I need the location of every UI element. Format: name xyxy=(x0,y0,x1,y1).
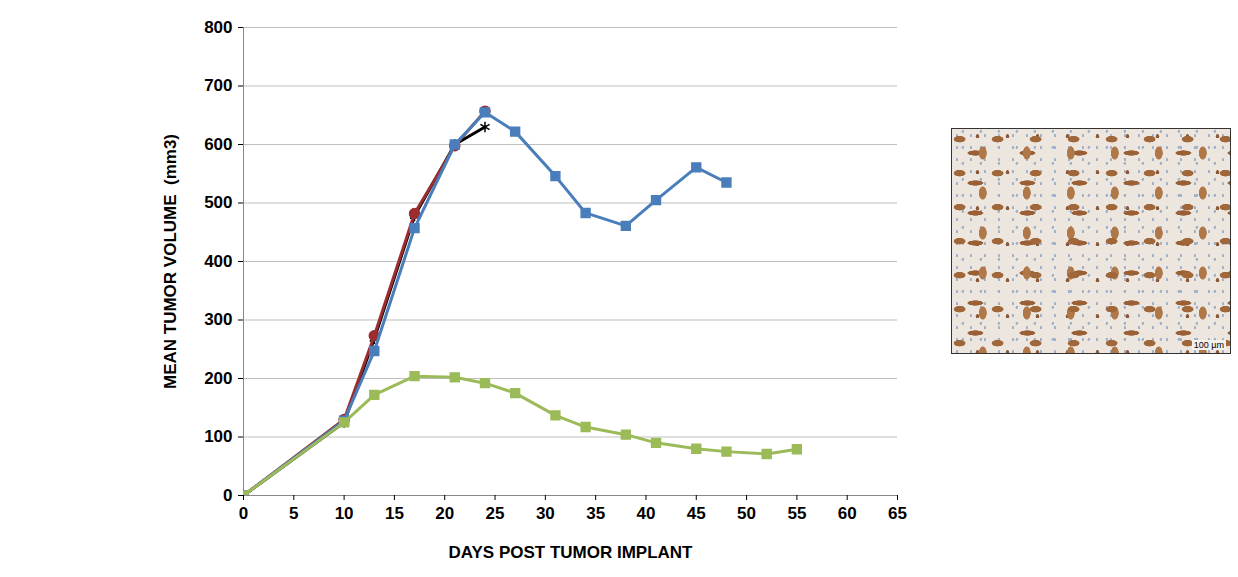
svg-text:800: 800 xyxy=(204,18,232,37)
svg-text:600: 600 xyxy=(204,135,232,154)
svg-text:15: 15 xyxy=(385,504,404,523)
svg-text:45: 45 xyxy=(687,504,706,523)
svg-text:200: 200 xyxy=(204,369,232,388)
svg-text:65: 65 xyxy=(888,504,907,523)
svg-text:MEAN TUMOR VOLUME (mm3): MEAN TUMOR VOLUME (mm3) xyxy=(161,134,180,389)
svg-text:5: 5 xyxy=(289,504,298,523)
svg-text:25: 25 xyxy=(486,504,505,523)
svg-text:20: 20 xyxy=(435,504,454,523)
svg-text:100: 100 xyxy=(204,427,232,446)
svg-text:55: 55 xyxy=(787,504,806,523)
svg-text:40: 40 xyxy=(637,504,656,523)
svg-text:10: 10 xyxy=(335,504,354,523)
svg-text:50: 50 xyxy=(737,504,756,523)
svg-text:400: 400 xyxy=(204,252,232,271)
html-text:100 µm: 100 µm xyxy=(1193,340,1224,350)
svg-text:300: 300 xyxy=(204,310,232,329)
svg-text:0: 0 xyxy=(239,504,248,523)
svg-text:700: 700 xyxy=(204,76,232,95)
svg-text:35: 35 xyxy=(586,504,605,523)
svg-text:0: 0 xyxy=(223,486,232,505)
svg-text:DAYS POST TUMOR IMPLANT: DAYS POST TUMOR IMPLANT xyxy=(449,543,694,562)
svg-text:30: 30 xyxy=(536,504,555,523)
svg-text:60: 60 xyxy=(838,504,857,523)
svg-text:500: 500 xyxy=(204,193,232,212)
